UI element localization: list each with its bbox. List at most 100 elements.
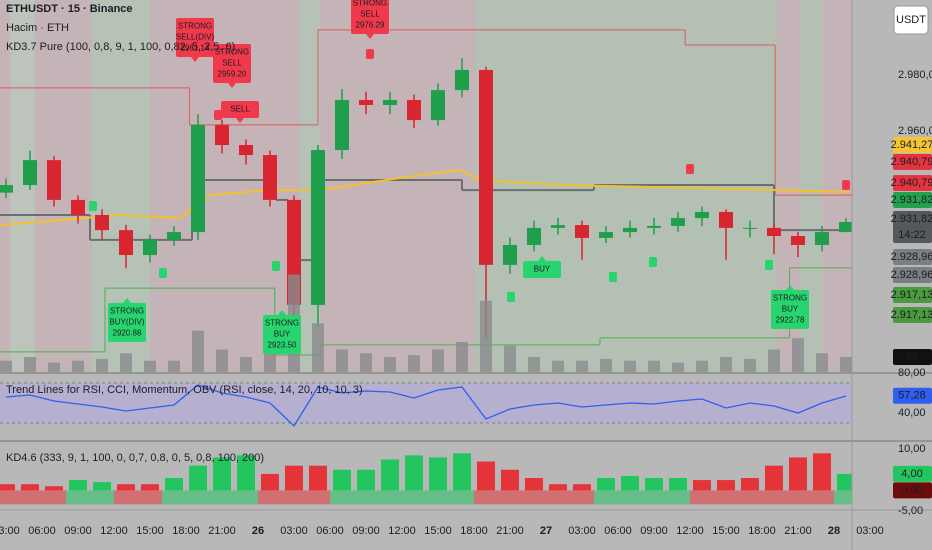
heat-strip	[593, 490, 618, 505]
heat-strip	[473, 490, 498, 505]
candle-body	[334, 99, 349, 151]
histogram-bar	[260, 473, 279, 491]
heat-strip	[233, 490, 258, 505]
value-tag	[893, 465, 932, 482]
candle-body	[766, 227, 781, 237]
signal-label: STRONG	[178, 22, 212, 31]
signal-box	[108, 303, 146, 342]
histogram-bar	[404, 455, 423, 491]
moving-average	[0, 168, 850, 227]
candle-body	[46, 160, 61, 200]
volume-bar	[767, 349, 780, 372]
volume-bar	[239, 357, 252, 372]
volume-title: Hacim · ETH	[6, 22, 69, 34]
heat-strip	[425, 490, 450, 505]
heat-strip	[833, 490, 852, 505]
price-tag	[893, 175, 932, 191]
y-tick-label: 80,00	[898, 367, 926, 379]
volume-bar	[311, 323, 324, 372]
volume-bar	[791, 338, 804, 372]
candle-body	[670, 218, 685, 226]
candle-body	[142, 239, 157, 256]
volume-bar	[47, 362, 60, 372]
histogram-bar	[92, 482, 111, 491]
volume-bar	[263, 353, 276, 372]
heat-strip	[41, 490, 66, 505]
buy-marker	[609, 272, 617, 282]
histogram-bar	[452, 453, 471, 491]
volume-bar	[407, 355, 420, 372]
volume-bar	[839, 357, 852, 372]
signal-box	[523, 261, 561, 278]
x-tick-label: 15:00	[424, 525, 452, 537]
currency-button[interactable]	[893, 5, 929, 35]
candle-body	[838, 222, 852, 233]
price-tag-label: 2.917,13	[891, 289, 932, 301]
y-tick-label: -5,00	[898, 505, 923, 517]
y-tick-label: 2.960,00	[898, 125, 932, 137]
x-tick-label: 06:00	[316, 525, 344, 537]
x-tick-label: 26	[252, 525, 264, 537]
price-tag-label: 2.931,82	[891, 213, 932, 225]
signal-pointer	[236, 118, 244, 123]
volume-bar	[23, 357, 36, 372]
signal-markers	[89, 49, 850, 302]
heat-strip	[521, 490, 546, 505]
zone	[800, 0, 822, 372]
heat-strip	[785, 490, 810, 505]
candle-body	[622, 227, 637, 233]
signal-label: STRONG	[110, 307, 144, 316]
price-tag	[893, 192, 932, 208]
candle-body	[718, 211, 733, 228]
price-tag-label: 2.928,96	[891, 269, 932, 281]
x-tick-label: 18:00	[748, 525, 776, 537]
heat-strip	[449, 490, 474, 505]
heat-strip	[113, 490, 138, 505]
currency-button-label[interactable]: USDT	[896, 14, 926, 26]
candle-body	[430, 90, 445, 121]
buy-marker	[507, 292, 515, 302]
price-tag	[893, 137, 932, 153]
candle-body	[214, 124, 229, 146]
price-tag-label: 2.928,96	[891, 251, 932, 263]
histogram-bar	[764, 465, 783, 491]
candle-body	[598, 232, 613, 238]
volume-bar	[215, 349, 228, 372]
value-tag-label: 4,00	[901, 468, 922, 480]
volume-bar	[335, 349, 348, 372]
signal-label: STRONG	[215, 48, 249, 57]
histogram-bar	[716, 480, 735, 491]
signal-box	[351, 0, 389, 34]
buy-marker	[765, 260, 773, 270]
heat-strip	[161, 490, 186, 505]
signal-label: 2920.88	[113, 329, 142, 338]
x-tick-label: 28	[828, 525, 840, 537]
signal-pointer	[228, 83, 236, 88]
heat-strip	[545, 490, 570, 505]
rsi-line	[5, 384, 847, 428]
volume-bar	[719, 357, 732, 372]
heat-strip	[761, 490, 786, 505]
y-tick-label: 10,00	[898, 443, 926, 455]
histogram-bar	[644, 478, 663, 491]
heat-strip	[353, 490, 378, 505]
x-tick-label: 18:00	[460, 525, 488, 537]
y-tick-label: 40,00	[898, 407, 926, 419]
x-tick-label: 21:00	[496, 525, 524, 537]
volume-bar	[143, 360, 156, 372]
candle-body	[310, 150, 325, 305]
volume-tag	[893, 349, 932, 365]
signal-label: 2961.14	[181, 44, 210, 53]
histogram-bar	[44, 486, 63, 491]
heat-strip	[185, 490, 210, 505]
x-tick-label: 15:00	[136, 525, 164, 537]
volume-bar	[623, 360, 636, 372]
price-tag	[893, 267, 932, 283]
candle-body	[814, 232, 829, 245]
heat-strip	[809, 490, 834, 505]
kd-title: KD4.6 (333, 9, 1, 100, 0, 0,7, 0,8, 0, 5…	[6, 452, 264, 464]
histogram-bar	[188, 465, 207, 491]
sell-marker	[366, 49, 374, 59]
